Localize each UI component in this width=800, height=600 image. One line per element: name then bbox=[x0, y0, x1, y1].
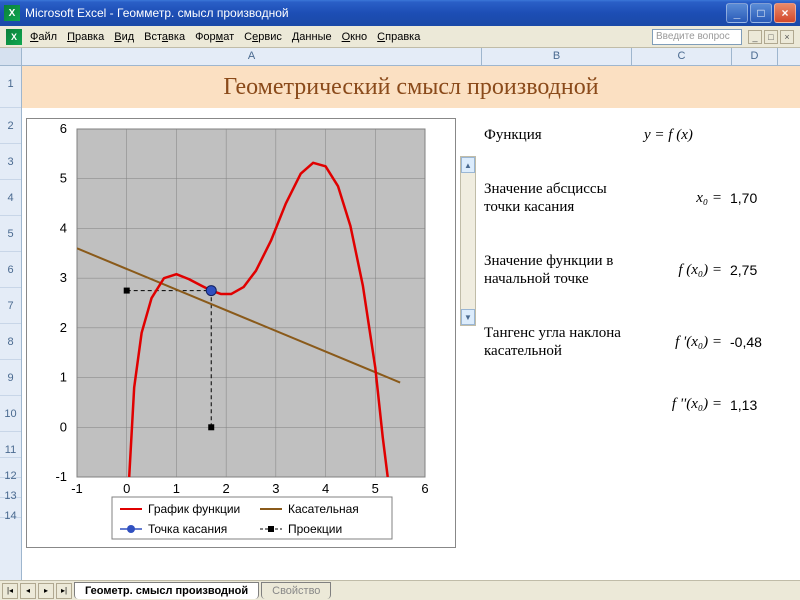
wb-close-button[interactable]: × bbox=[780, 30, 794, 44]
col-header-b[interactable]: B bbox=[482, 48, 632, 65]
minimize-button[interactable]: _ bbox=[726, 3, 748, 23]
row-header-3[interactable]: 3 bbox=[0, 144, 21, 180]
svg-text:График функции: График функции bbox=[148, 502, 240, 516]
menubar: X Файл Правка Вид Вставка Формат Сервис … bbox=[0, 26, 800, 48]
panel-row-fx0: Значение функции в начальной точке f (x₀… bbox=[484, 252, 784, 288]
svg-text:Касательная: Касательная bbox=[288, 502, 359, 516]
page-title: Геометрический смысл производной bbox=[22, 66, 800, 108]
formula-fppx0: f ''(x₀) = bbox=[644, 396, 722, 413]
panel-row-x0: Значение абсциссы точки касания x₀ = 1,7… bbox=[484, 180, 784, 216]
spinner-up-button[interactable]: ▲ bbox=[461, 157, 475, 173]
row-header-6[interactable]: 6 bbox=[0, 252, 21, 288]
spinner-control[interactable]: ▲ ▼ bbox=[460, 156, 476, 326]
chart[interactable]: -1 0 1 2 3 4 5 6 -1 0 1 2 3 4 5 6 График функции Касатель… bbox=[26, 118, 456, 548]
row-header-11[interactable]: 11 bbox=[0, 432, 21, 458]
tab-active[interactable]: Геометр. смысл производной bbox=[74, 582, 259, 599]
window-titlebar: X Microsoft Excel - Геомметр. смысл прои… bbox=[0, 0, 800, 26]
svg-text:1: 1 bbox=[60, 370, 67, 385]
tab-inactive[interactable]: Свойство bbox=[261, 582, 331, 599]
tab-nav-first[interactable]: |◂ bbox=[2, 583, 18, 599]
svg-text:0: 0 bbox=[60, 419, 67, 434]
panel-row-function: Функция y = f (x) bbox=[484, 126, 784, 144]
column-headers: A B C D bbox=[0, 48, 800, 66]
formula-x0: x₀ = bbox=[644, 190, 722, 207]
sheet-tabbar: |◂ ◂ ▸ ▸| Геометр. смысл производной Сво… bbox=[0, 580, 800, 600]
menu-view[interactable]: Вид bbox=[114, 31, 134, 43]
spinner-down-button[interactable]: ▼ bbox=[461, 309, 475, 325]
info-panel: Функция y = f (x) Значение абсциссы точк… bbox=[484, 126, 784, 449]
formula-fx0: f (x₀) = bbox=[644, 262, 722, 279]
row-header-9[interactable]: 9 bbox=[0, 360, 21, 396]
sheet-content: Геометрический смысл производной -1 0 1 2 3 4… bbox=[22, 66, 800, 580]
wb-minimize-button[interactable]: _ bbox=[748, 30, 762, 44]
tab-nav-next[interactable]: ▸ bbox=[38, 583, 54, 599]
formula-function: y = f (x) bbox=[644, 127, 764, 144]
row-header-4[interactable]: 4 bbox=[0, 180, 21, 216]
value-x0: 1,70 bbox=[730, 190, 776, 206]
maximize-button[interactable]: □ bbox=[750, 3, 772, 23]
row-header-8[interactable]: 8 bbox=[0, 324, 21, 360]
label-fx0: Значение функции в начальной точке bbox=[484, 252, 644, 288]
svg-text:5: 5 bbox=[60, 171, 67, 186]
close-button[interactable]: × bbox=[774, 3, 796, 23]
panel-row-fpx0: Тангенс угла наклона касательной f '(x₀)… bbox=[484, 324, 784, 360]
help-search-input[interactable]: Введите вопрос bbox=[652, 29, 742, 45]
wb-restore-button[interactable]: □ bbox=[764, 30, 778, 44]
menu-tools[interactable]: Сервис bbox=[244, 31, 282, 43]
col-header-d[interactable]: D bbox=[732, 48, 778, 65]
svg-text:Проекции: Проекции bbox=[288, 522, 342, 536]
window-title: Microsoft Excel - Геомметр. смысл произв… bbox=[25, 6, 726, 20]
chart-svg: -1 0 1 2 3 4 5 6 -1 0 1 2 3 4 5 6 График функции Касатель… bbox=[27, 119, 457, 549]
menu-format[interactable]: Формат bbox=[195, 31, 234, 43]
doc-icon: X bbox=[6, 29, 22, 45]
row-header-14[interactable]: 14 bbox=[0, 498, 21, 518]
row-header-2[interactable]: 2 bbox=[0, 108, 21, 144]
label-fpx0: Тангенс угла наклона касательной bbox=[484, 324, 644, 360]
value-fpx0: -0,48 bbox=[730, 334, 776, 350]
worksheet: 1 2 3 4 5 6 7 8 9 10 11 12 13 14 Геометр… bbox=[0, 66, 800, 580]
row-header-10[interactable]: 10 bbox=[0, 396, 21, 432]
svg-text:1: 1 bbox=[173, 481, 180, 496]
menu-help[interactable]: Справка bbox=[377, 31, 420, 43]
value-fx0: 2,75 bbox=[730, 262, 776, 278]
row-header-13[interactable]: 13 bbox=[0, 478, 21, 498]
svg-text:3: 3 bbox=[60, 270, 67, 285]
row-header-12[interactable]: 12 bbox=[0, 458, 21, 478]
panel-row-fppx0: f ''(x₀) = 1,13 bbox=[484, 396, 784, 413]
svg-text:-1: -1 bbox=[55, 469, 67, 484]
svg-text:2: 2 bbox=[223, 481, 230, 496]
row-header-5[interactable]: 5 bbox=[0, 216, 21, 252]
col-header-a[interactable]: A bbox=[22, 48, 482, 65]
window-controls: _ □ × bbox=[726, 3, 796, 23]
row-headers: 1 2 3 4 5 6 7 8 9 10 11 12 13 14 bbox=[0, 66, 22, 580]
label-x0: Значение абсциссы точки касания bbox=[484, 180, 644, 216]
svg-text:6: 6 bbox=[421, 481, 428, 496]
row-header-1[interactable]: 1 bbox=[0, 66, 21, 108]
col-header-c[interactable]: C bbox=[632, 48, 732, 65]
value-fppx0: 1,13 bbox=[730, 397, 776, 413]
svg-text:5: 5 bbox=[372, 481, 379, 496]
label-function: Функция bbox=[484, 126, 644, 144]
menu-insert[interactable]: Вставка bbox=[144, 31, 185, 43]
formula-fpx0: f '(x₀) = bbox=[644, 334, 722, 351]
tab-nav-prev[interactable]: ◂ bbox=[20, 583, 36, 599]
row-header-7[interactable]: 7 bbox=[0, 288, 21, 324]
svg-text:-1: -1 bbox=[71, 481, 83, 496]
svg-text:4: 4 bbox=[60, 220, 67, 235]
menu-edit[interactable]: Правка bbox=[67, 31, 104, 43]
menu-window[interactable]: Окно bbox=[342, 31, 368, 43]
svg-text:4: 4 bbox=[322, 481, 329, 496]
select-all-corner[interactable] bbox=[0, 48, 22, 65]
svg-text:0: 0 bbox=[123, 481, 130, 496]
svg-text:2: 2 bbox=[60, 320, 67, 335]
svg-text:3: 3 bbox=[272, 481, 279, 496]
menu-file[interactable]: Файл bbox=[30, 31, 57, 43]
svg-text:Точка касания: Точка касания bbox=[148, 522, 227, 536]
tab-nav-last[interactable]: ▸| bbox=[56, 583, 72, 599]
svg-text:6: 6 bbox=[60, 121, 67, 136]
excel-app-icon: X bbox=[4, 5, 20, 21]
menu-data[interactable]: Данные bbox=[292, 31, 332, 43]
workbook-window-controls: _ □ × bbox=[748, 30, 794, 44]
